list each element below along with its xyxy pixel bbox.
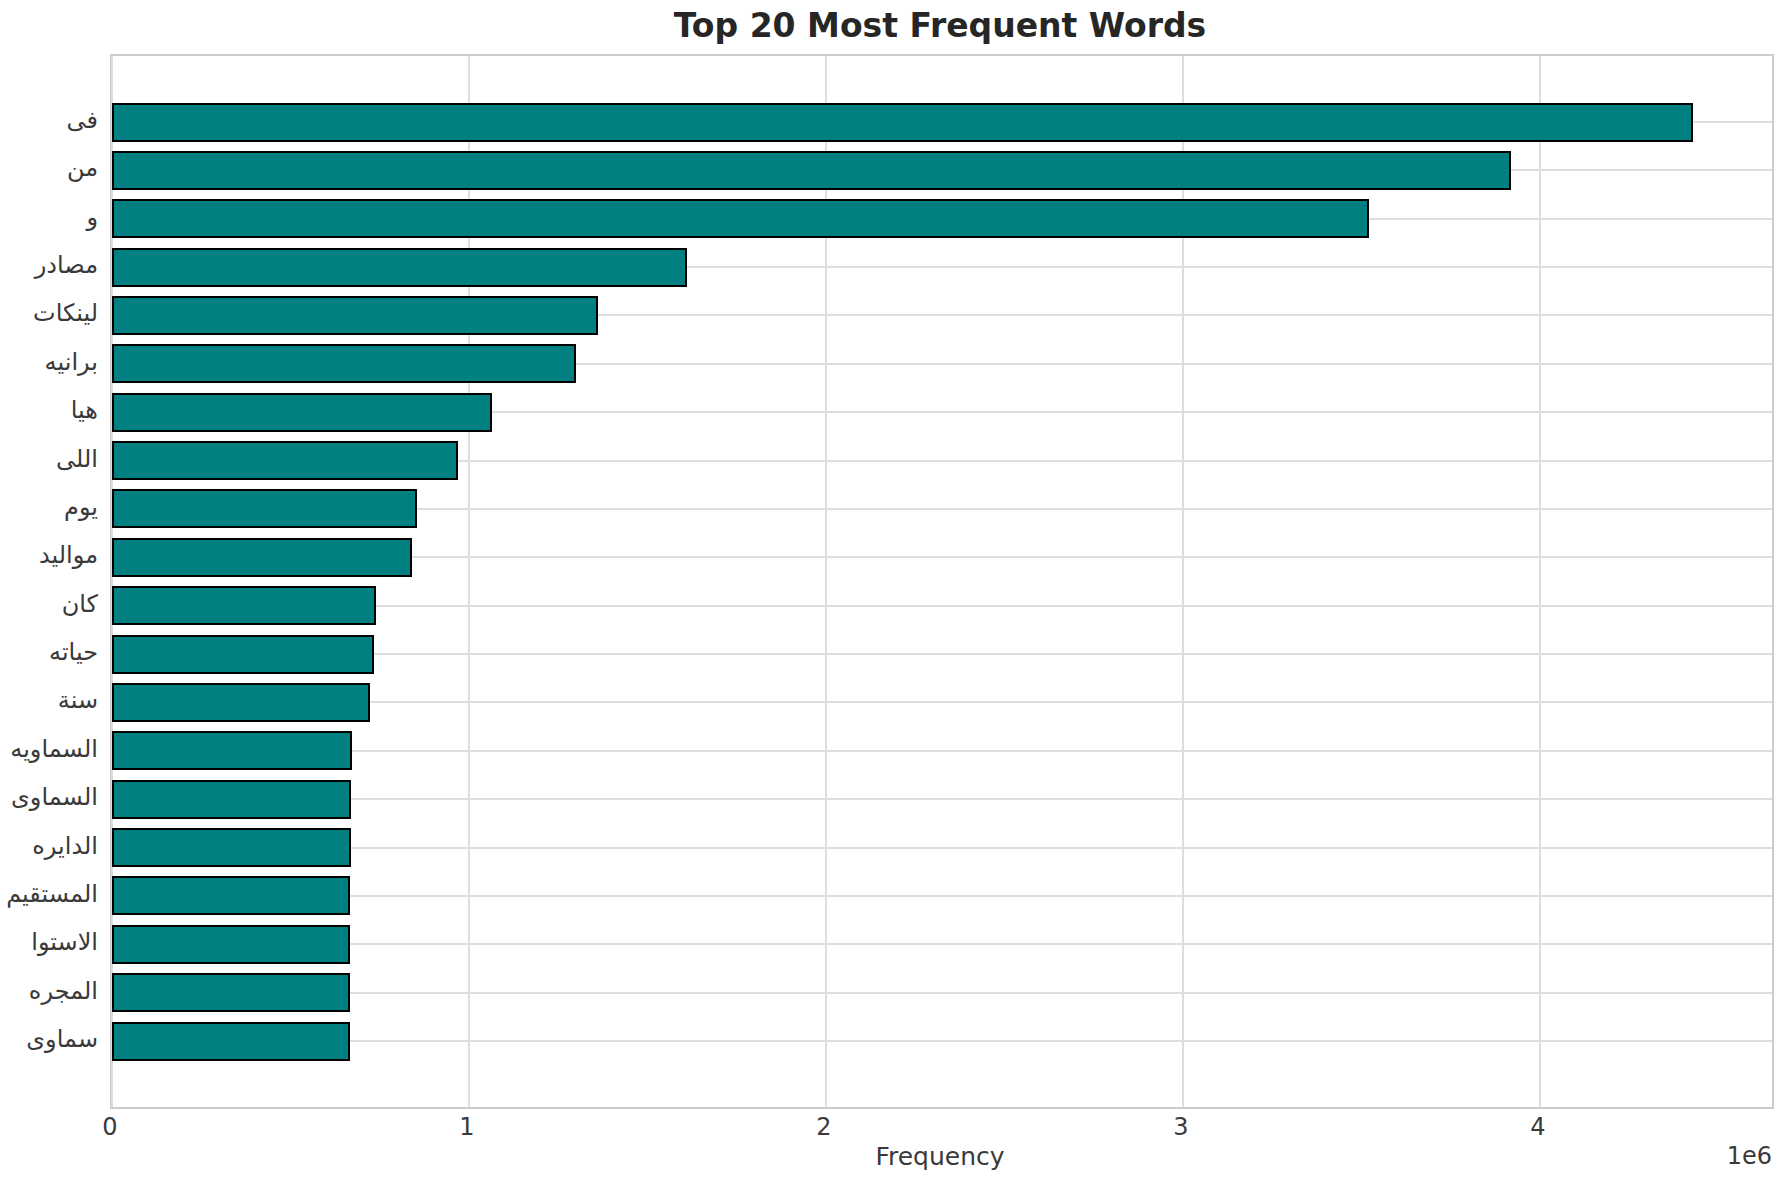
- x-tick-label: 4: [1530, 1113, 1545, 1141]
- bar-حياته: [112, 635, 374, 674]
- bar-فى: [112, 103, 1693, 142]
- bar-الاستوا: [112, 925, 350, 964]
- y-tick-label: السماويه: [0, 735, 98, 763]
- y-gridline: [112, 1040, 1772, 1042]
- y-tick-label: المجره: [0, 977, 98, 1005]
- y-gridline: [112, 943, 1772, 945]
- y-gridline: [112, 992, 1772, 994]
- bar-اللى: [112, 441, 458, 480]
- bar-من: [112, 151, 1511, 190]
- y-tick-label: فى: [0, 106, 98, 134]
- y-gridline: [112, 895, 1772, 897]
- y-tick-label: لينكات: [0, 299, 98, 327]
- bar-الدايره: [112, 828, 351, 867]
- x-tick-label: 1: [459, 1113, 474, 1141]
- bar-مواليد: [112, 538, 412, 577]
- y-tick-label: مواليد: [0, 541, 98, 569]
- chart-title: Top 20 Most Frequent Words: [110, 6, 1770, 45]
- bar-المجره: [112, 973, 350, 1012]
- y-gridline: [112, 798, 1772, 800]
- bar-يوم: [112, 489, 417, 528]
- x-axis-offset-label: 1e6: [1727, 1142, 1772, 1170]
- bar-مصادر: [112, 248, 687, 287]
- y-tick-label: و: [0, 203, 98, 231]
- bar-المستقيم: [112, 876, 350, 915]
- bar-السماوى: [112, 780, 351, 819]
- x-tick-label: 2: [816, 1113, 831, 1141]
- bar-لينكات: [112, 296, 598, 335]
- bar-سنة: [112, 683, 370, 722]
- bar-و: [112, 199, 1369, 238]
- y-tick-label: برانيه: [0, 348, 98, 376]
- y-tick-label: مصادر: [0, 251, 98, 279]
- y-tick-label: الاستوا: [0, 928, 98, 956]
- y-gridline: [112, 750, 1772, 752]
- y-tick-label: سنة: [0, 686, 98, 714]
- x-tick-label: 0: [102, 1113, 117, 1141]
- y-gridline: [112, 847, 1772, 849]
- y-tick-label: المستقيم: [0, 880, 98, 908]
- y-tick-label: سماوى: [0, 1025, 98, 1053]
- bar-سماوى: [112, 1022, 350, 1061]
- y-tick-label: هيا: [0, 396, 98, 424]
- figure: Top 20 Most Frequent Words Frequency 1e6…: [0, 0, 1785, 1185]
- bar-كان: [112, 586, 376, 625]
- plot-area: [110, 54, 1774, 1109]
- x-axis-label: Frequency: [110, 1142, 1770, 1171]
- bar-السماويه: [112, 731, 352, 770]
- y-tick-label: اللى: [0, 445, 98, 473]
- y-tick-label: من: [0, 154, 98, 182]
- bar-هيا: [112, 393, 492, 432]
- x-gridline: [1539, 56, 1541, 1107]
- y-tick-label: الدايره: [0, 832, 98, 860]
- y-tick-label: حياته: [0, 638, 98, 666]
- y-tick-label: يوم: [0, 493, 98, 521]
- bar-برانيه: [112, 344, 576, 383]
- x-tick-label: 3: [1173, 1113, 1188, 1141]
- y-tick-label: السماوى: [0, 783, 98, 811]
- y-tick-label: كان: [0, 590, 98, 618]
